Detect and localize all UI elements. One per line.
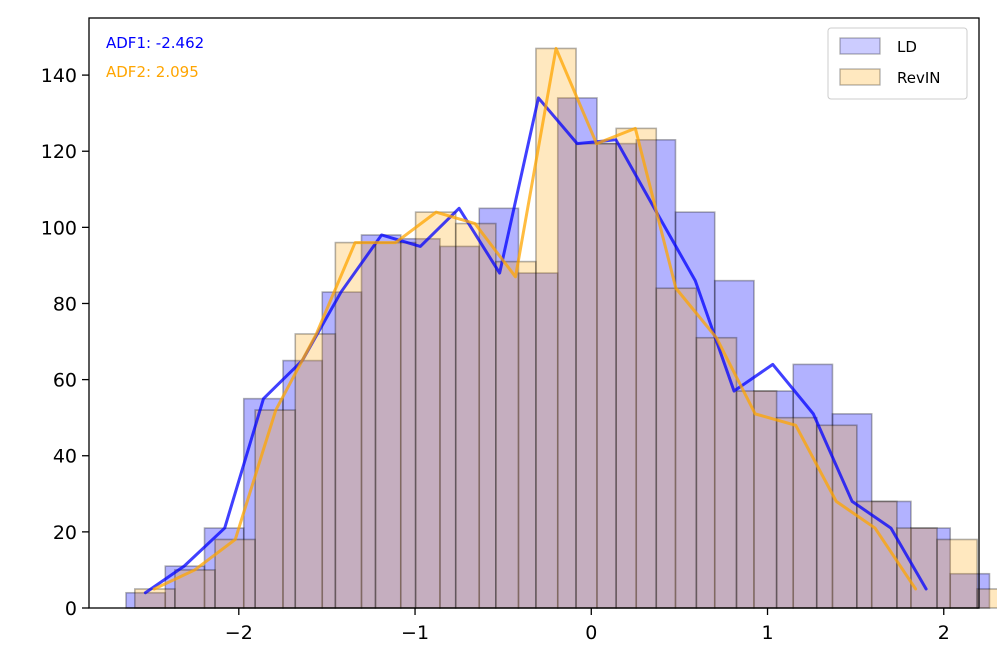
- legend-box: [827, 27, 968, 100]
- y-tick-label: 80: [53, 293, 77, 315]
- histogram-bar: [575, 142, 617, 609]
- y-tick-label: 40: [53, 446, 77, 468]
- histogram-bar: [655, 287, 698, 609]
- histogram-bar: [334, 241, 377, 609]
- histogram-bar: [414, 211, 457, 609]
- legend: LD RevIN: [827, 27, 968, 100]
- histogram-bar: [374, 241, 417, 609]
- legend-swatch-revin: [839, 68, 881, 86]
- histogram-bar: [454, 222, 497, 609]
- histogram-bar: [635, 139, 677, 609]
- y-tick-label: 60: [53, 370, 77, 392]
- lines-layer: [143, 46, 928, 595]
- legend-label-ld: LD: [897, 38, 917, 56]
- x-tick-label: 2: [938, 622, 950, 644]
- bars-layer: [125, 47, 997, 609]
- x-tick-label: 1: [761, 622, 773, 644]
- y-tick-label: 140: [41, 65, 77, 87]
- histogram-bar: [495, 260, 537, 609]
- histogram-bar: [775, 416, 818, 609]
- legend-swatch-ld: [839, 37, 881, 55]
- histogram-bar: [713, 279, 755, 609]
- histogram-bar: [815, 424, 858, 609]
- histogram-bar: [910, 527, 952, 609]
- histogram-bar: [535, 47, 577, 609]
- histogram-bar: [792, 363, 834, 609]
- plot-frame: [88, 17, 980, 609]
- histogram-bar: [439, 245, 481, 609]
- legend-label-revin: RevIN: [897, 69, 941, 87]
- histogram-bar: [949, 572, 991, 609]
- histogram-bar: [242, 397, 284, 609]
- histogram-bar: [735, 390, 778, 609]
- histogram-bar: [976, 588, 997, 609]
- x-tick-label: 0: [585, 622, 597, 644]
- histogram-bar: [556, 97, 598, 609]
- histogram-bar: [294, 333, 337, 609]
- series-0-line: [143, 96, 928, 595]
- histogram-bar: [399, 237, 441, 609]
- y-tick-label: 100: [41, 217, 77, 239]
- series-1-line: [152, 46, 918, 591]
- histogram-bar: [254, 409, 297, 609]
- histogram-bar: [517, 272, 559, 609]
- y-tick-label: 0: [65, 598, 77, 620]
- x-tick-label: −1: [401, 622, 429, 644]
- adf2-annotation: ADF2: 2.095: [106, 63, 199, 81]
- histogram-bar: [321, 291, 363, 609]
- histogram-bar: [360, 234, 402, 609]
- y-tick-label: 20: [53, 522, 77, 544]
- x-tick-label: −2: [225, 622, 253, 644]
- histogram-bar: [203, 527, 245, 609]
- histogram-bar: [615, 127, 658, 609]
- histogram-bar: [936, 538, 978, 609]
- histogram-bar: [753, 390, 795, 609]
- y-tick-label: 120: [41, 141, 77, 163]
- histogram-bar: [134, 588, 176, 609]
- adf1-annotation: ADF1: -2.462: [106, 34, 204, 52]
